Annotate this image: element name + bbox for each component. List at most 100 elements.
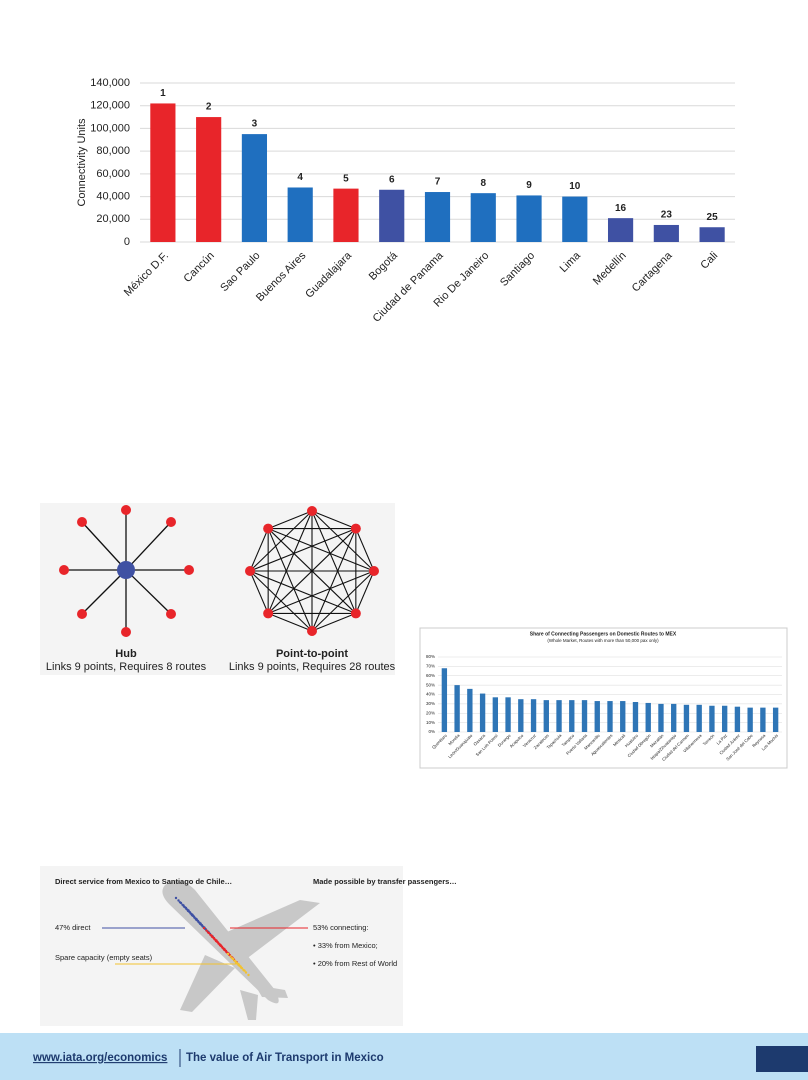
p2p-point bbox=[307, 506, 317, 516]
rank-label: 10 bbox=[569, 181, 581, 192]
seat bbox=[222, 948, 226, 951]
bar bbox=[479, 693, 486, 732]
rank-label: 1 bbox=[160, 88, 166, 99]
seat bbox=[177, 899, 180, 902]
bar bbox=[530, 699, 537, 732]
y-tick-label: 40,000 bbox=[96, 190, 130, 202]
bar bbox=[241, 134, 268, 242]
bar bbox=[441, 668, 448, 732]
y-tick-label: 100,000 bbox=[90, 122, 130, 134]
rank-label: 16 bbox=[615, 203, 627, 214]
seat bbox=[233, 959, 236, 962]
seat bbox=[239, 966, 243, 969]
spare-label: Spare capacity (empty seats) bbox=[55, 953, 153, 962]
bar bbox=[287, 187, 313, 242]
bar bbox=[632, 702, 639, 732]
p2p-link bbox=[249, 570, 269, 614]
p2p-point bbox=[350, 608, 361, 619]
bar bbox=[333, 188, 359, 242]
bar bbox=[658, 703, 664, 732]
diagram-panel bbox=[40, 503, 395, 675]
hub-links bbox=[64, 510, 189, 632]
y-tick-label: 60,000 bbox=[96, 168, 130, 180]
bar bbox=[721, 705, 728, 732]
x-tick-label: Guadalajara bbox=[303, 249, 354, 300]
mexico-label: • 33% from Mexico; bbox=[313, 941, 378, 950]
seat bbox=[174, 896, 178, 900]
x-tick-label: Cancún bbox=[182, 250, 217, 285]
bar bbox=[772, 707, 779, 732]
rank-label: 7 bbox=[435, 177, 441, 188]
chart-title: Share of Connecting Passengers on Domest… bbox=[530, 631, 677, 637]
p2p-links bbox=[249, 510, 375, 632]
plane bbox=[162, 881, 320, 1020]
bar bbox=[709, 705, 715, 732]
seat bbox=[178, 901, 182, 904]
bar bbox=[683, 704, 690, 732]
rank-label: 25 bbox=[707, 212, 719, 223]
hub-caption: Links 9 points, Requires 8 routes bbox=[46, 661, 207, 673]
p2p-link bbox=[267, 510, 313, 530]
p2p-link bbox=[249, 570, 313, 632]
y-tick-label: 50% bbox=[426, 682, 435, 687]
row-label: • 20% from Rest of World bbox=[313, 959, 397, 968]
seat bbox=[201, 925, 204, 928]
rank-label: 5 bbox=[343, 173, 349, 184]
bar bbox=[454, 685, 460, 732]
y-tick-label: 140,000 bbox=[90, 77, 130, 89]
seat bbox=[213, 938, 216, 941]
p2p-link bbox=[267, 528, 375, 572]
bar bbox=[696, 704, 702, 732]
p2p-point bbox=[369, 566, 379, 576]
bar bbox=[467, 688, 473, 732]
seat bbox=[197, 920, 200, 924]
bar bbox=[505, 697, 511, 732]
p2p-link bbox=[311, 612, 357, 632]
y-tick-label: 30% bbox=[426, 701, 435, 706]
seat bbox=[194, 918, 198, 921]
bar bbox=[747, 707, 753, 732]
y-tick-label: 10% bbox=[426, 720, 435, 725]
hub-title: Hub bbox=[115, 648, 137, 660]
p2p-link bbox=[267, 612, 313, 632]
y-tick-label: 0% bbox=[428, 729, 435, 734]
seat bbox=[214, 939, 218, 943]
bar bbox=[516, 195, 542, 242]
p2p-point bbox=[307, 626, 317, 636]
x-tick-label: Lima bbox=[558, 249, 584, 275]
y-tick-label: 120,000 bbox=[90, 100, 130, 112]
footer-title: The value of Air Transport in Mexico bbox=[186, 1052, 384, 1064]
footer-link[interactable]: www.iata.org/economics bbox=[32, 1052, 167, 1064]
seat bbox=[205, 929, 208, 932]
bar bbox=[671, 703, 677, 732]
seat bbox=[234, 961, 238, 964]
seat bbox=[190, 914, 194, 917]
seat bbox=[242, 968, 245, 972]
bar bbox=[379, 189, 405, 242]
y-tick-label: 20,000 bbox=[96, 213, 130, 225]
rank-label: 9 bbox=[526, 180, 532, 191]
seat bbox=[226, 952, 230, 956]
bar bbox=[581, 700, 588, 732]
x-tick-label: Santiago bbox=[498, 250, 537, 289]
seat bbox=[193, 916, 196, 919]
rank-label: 4 bbox=[297, 172, 303, 183]
seat bbox=[181, 903, 184, 906]
p2p-point bbox=[263, 523, 274, 534]
seat bbox=[210, 935, 214, 938]
direct-label: 47% direct bbox=[55, 923, 91, 932]
y-tick-label: 60% bbox=[426, 673, 435, 678]
bar bbox=[653, 224, 679, 242]
seat bbox=[221, 946, 224, 949]
bar bbox=[607, 701, 613, 732]
y-axis-label: Connectivity Units bbox=[76, 118, 88, 207]
connecting-label: 53% connecting: bbox=[313, 923, 368, 932]
bar bbox=[492, 697, 499, 732]
x-tick-label: Cartagena bbox=[630, 249, 675, 294]
seat bbox=[247, 973, 250, 977]
rank-label: 23 bbox=[661, 210, 673, 221]
p2p-caption: Links 9 points, Requires 28 routes bbox=[229, 661, 396, 673]
p2p-link bbox=[267, 528, 357, 614]
bar bbox=[699, 227, 725, 242]
bar bbox=[569, 700, 575, 732]
